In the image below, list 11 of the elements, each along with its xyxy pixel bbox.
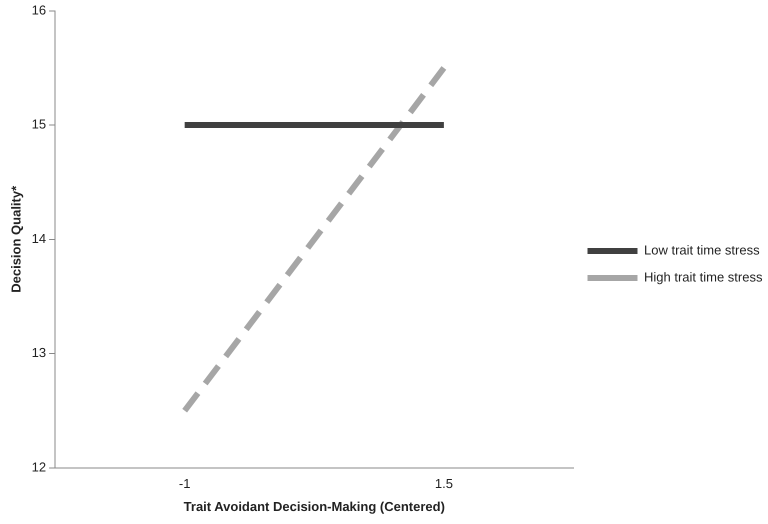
x-axis-title: Trait Avoidant Decision-Making (Centered): [184, 498, 445, 514]
y-tick-label: 14: [32, 230, 46, 246]
y-tick-label: 16: [32, 2, 46, 18]
x-tick-label: 1.5: [434, 476, 453, 492]
legend-label: Low trait time stress: [644, 242, 760, 258]
y-tick-label: 12: [32, 459, 46, 474]
x-tick-label: -1: [178, 476, 190, 492]
y-tick-label: 13: [32, 345, 46, 360]
y-tick-label: 15: [32, 116, 46, 132]
y-axis-title: Decision Quality*: [8, 184, 24, 293]
legend-label: High trait time stress: [644, 270, 763, 285]
